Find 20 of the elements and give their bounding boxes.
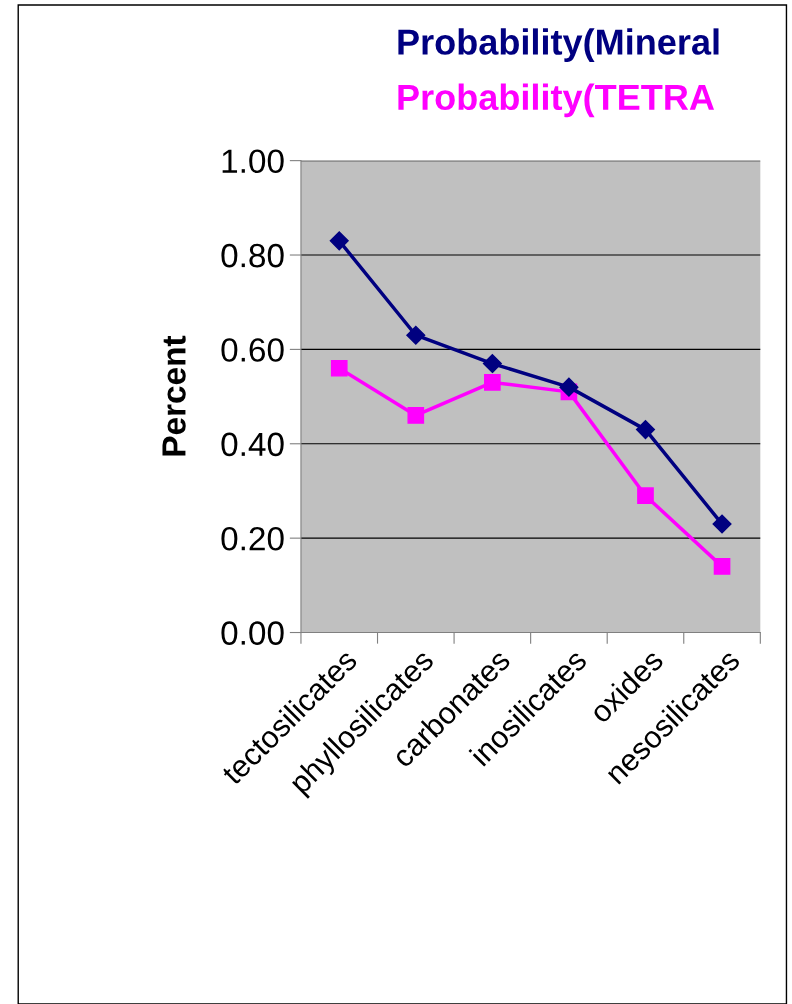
y-tick-label: 0.60 <box>221 338 284 362</box>
point <box>637 487 654 505</box>
point <box>484 374 501 391</box>
y-tick-label: 0.00 <box>221 621 284 645</box>
y-tick-label: 0.80 <box>221 243 284 268</box>
y-tick-label: 0.40 <box>221 432 284 457</box>
point <box>482 354 502 374</box>
text: Probability(TETRA <box>398 83 715 118</box>
point <box>330 359 348 377</box>
point <box>559 377 579 397</box>
y-tick-label: 0.20 <box>221 526 284 551</box>
text: Probability(Mineral <box>398 28 719 63</box>
point <box>329 231 349 251</box>
y-axis-title: Percent <box>162 335 186 456</box>
point <box>713 558 731 575</box>
y-tick-label: 1.00 <box>222 149 284 174</box>
point <box>635 420 656 440</box>
point <box>712 514 732 534</box>
point <box>406 325 426 345</box>
point <box>407 407 425 424</box>
